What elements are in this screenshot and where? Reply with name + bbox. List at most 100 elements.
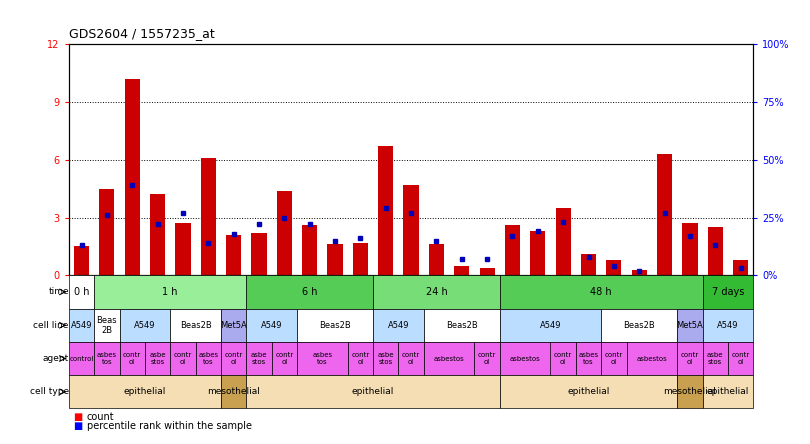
Text: asbes
tos: asbes tos [198,352,219,365]
Bar [120,342,145,375]
Text: asbes
tos: asbes tos [97,352,117,365]
Text: Beas2B: Beas2B [319,321,351,330]
Text: A549: A549 [70,321,92,330]
Bar [195,342,221,375]
Text: epithelial: epithelial [352,387,394,396]
Bar [428,245,444,275]
Bar [531,231,545,275]
Bar [682,223,697,275]
Text: 7 days: 7 days [712,287,744,297]
Text: percentile rank within the sample: percentile rank within the sample [87,420,252,431]
Bar [74,246,89,275]
Bar [677,375,702,408]
Bar [175,223,190,275]
Text: epithelial: epithelial [567,387,610,396]
Bar [170,342,195,375]
Bar [246,275,373,309]
Text: Met5A: Met5A [676,321,703,330]
Bar [221,375,246,408]
Text: count: count [87,412,114,422]
Text: contr
ol: contr ol [275,352,293,365]
Bar [500,275,702,309]
Text: Beas2B: Beas2B [180,321,211,330]
Text: Beas
2B: Beas 2B [96,316,117,335]
Bar [297,342,347,375]
Text: epithelial: epithelial [707,387,749,396]
Bar [69,342,94,375]
Text: contr
ol: contr ol [731,352,750,365]
Bar [581,254,596,275]
Bar [69,309,94,342]
Text: asbestos: asbestos [509,356,540,361]
Bar [702,375,753,408]
Bar [632,270,647,275]
Bar [378,147,394,275]
Text: ■: ■ [73,412,82,422]
Text: contr
ol: contr ol [402,352,420,365]
Text: time: time [49,287,69,297]
Bar [246,375,500,408]
Bar [69,275,94,309]
Bar [606,260,621,275]
Text: epithelial: epithelial [124,387,166,396]
Text: asbe
stos: asbe stos [707,352,723,365]
Text: A549: A549 [261,321,283,330]
Bar [480,268,495,275]
Bar [170,309,221,342]
Bar [373,275,500,309]
Text: agent: agent [43,354,69,363]
Text: 24 h: 24 h [425,287,447,297]
Bar [100,189,114,275]
Bar [246,309,297,342]
Bar [556,208,571,275]
Text: asbe
stos: asbe stos [149,352,166,365]
Bar [551,342,576,375]
Bar [246,342,271,375]
Bar [221,342,246,375]
Text: contr
ol: contr ol [123,352,142,365]
Text: contr
ol: contr ol [680,352,699,365]
Bar [424,309,500,342]
Bar [94,309,120,342]
Text: contr
ol: contr ol [478,352,497,365]
Bar [297,309,373,342]
Text: asbestos: asbestos [637,356,667,361]
Bar [145,342,170,375]
Text: asbes
tos: asbes tos [313,352,332,365]
Bar [277,190,292,275]
Text: Beas2B: Beas2B [624,321,655,330]
Text: Met5A: Met5A [220,321,247,330]
Bar [399,342,424,375]
Bar [271,342,297,375]
Bar [120,309,170,342]
Bar [94,275,246,309]
Bar [500,375,677,408]
Bar [226,235,241,275]
Bar [475,342,500,375]
Text: contr
ol: contr ol [605,352,623,365]
Text: A549: A549 [717,321,739,330]
Bar [733,260,748,275]
Bar [347,342,373,375]
Bar [94,342,120,375]
Text: mesothelial: mesothelial [663,387,716,396]
Text: contr
ol: contr ol [174,352,192,365]
Bar [702,275,753,309]
Bar [657,154,672,275]
Text: 48 h: 48 h [590,287,612,297]
Bar [601,342,627,375]
Text: ■: ■ [73,420,82,431]
Bar [373,309,424,342]
Text: A549: A549 [388,321,409,330]
Bar [702,342,728,375]
Text: 1 h: 1 h [163,287,178,297]
Text: A549: A549 [134,321,156,330]
Text: asbes
tos: asbes tos [578,352,599,365]
Text: asbestos: asbestos [433,356,464,361]
Bar [201,158,216,275]
Text: asbe
stos: asbe stos [377,352,394,365]
Bar [500,342,551,375]
Bar [576,342,601,375]
Bar [500,309,601,342]
Bar [221,309,246,342]
